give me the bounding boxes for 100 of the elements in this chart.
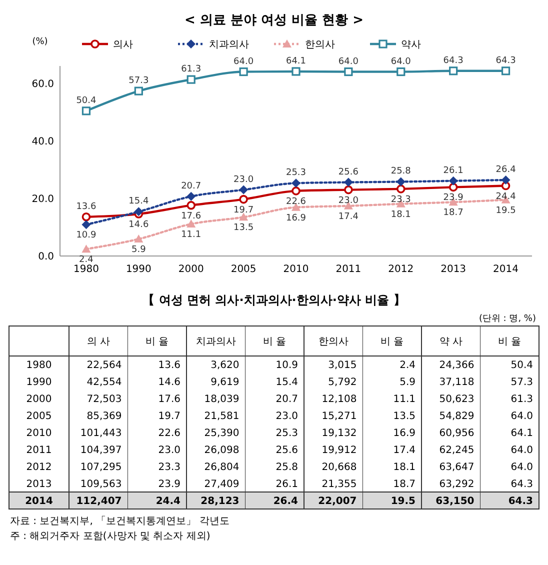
text: 23.9 xyxy=(158,479,180,490)
text: 26.1 xyxy=(276,479,298,490)
x-tick-label: 1980 xyxy=(73,264,99,275)
text: 64.0 xyxy=(510,411,533,422)
category-label: 2000 xyxy=(26,394,52,405)
text: 15,271 xyxy=(322,411,357,422)
text: 25.8 xyxy=(276,462,298,473)
text: 16.9 xyxy=(393,428,416,439)
data-label: 14.6 xyxy=(128,220,149,230)
x-tick-label: 1990 xyxy=(126,264,152,275)
category-label: 1990 xyxy=(26,377,52,388)
y-tick-label: 40.0 xyxy=(32,136,54,148)
text: 62,245 xyxy=(439,445,474,456)
text: 64.0 xyxy=(510,462,533,473)
data-label: 64.0 xyxy=(338,56,359,67)
x-tick-label: 2012 xyxy=(388,264,414,275)
category-label: 2013 xyxy=(26,479,52,490)
y-tick-label: 60.0 xyxy=(32,78,54,90)
text: 63,292 xyxy=(439,479,474,490)
text: 50.4 xyxy=(510,360,533,371)
text: 63,150 xyxy=(436,496,474,507)
legend-label: 의사 xyxy=(113,40,133,50)
text: 25,390 xyxy=(204,428,240,439)
category-label: 2014 xyxy=(25,496,53,507)
category-label: 2010 xyxy=(26,428,52,439)
data-label: 20.7 xyxy=(181,181,202,192)
text: 26,804 xyxy=(204,462,240,473)
data-label: 26.4 xyxy=(496,165,516,175)
data-label: 10.9 xyxy=(76,230,97,241)
text: 28,123 xyxy=(200,496,240,507)
point xyxy=(186,192,196,201)
x-tick-label: 2000 xyxy=(178,264,204,275)
text: 12,108 xyxy=(322,394,357,405)
data-label: 19.5 xyxy=(496,206,516,216)
text: 25.3 xyxy=(276,428,298,439)
y-tick-label: 20.0 xyxy=(32,194,54,205)
text: 63,647 xyxy=(439,462,474,473)
chart-title: < 의료 분야 여성 비율 현황 > xyxy=(184,13,364,28)
point xyxy=(186,220,196,228)
point xyxy=(186,200,196,210)
text: 101,443 xyxy=(80,428,122,439)
text: 37,118 xyxy=(439,377,474,388)
text: 11.1 xyxy=(393,394,416,405)
text: 10.9 xyxy=(276,360,298,371)
data-label: 64.0 xyxy=(234,56,254,67)
category-label: 2012 xyxy=(26,462,52,473)
category-label: 한의사 xyxy=(318,336,348,348)
text: 3,015 xyxy=(328,360,357,371)
data-label: 13.5 xyxy=(234,223,254,234)
text: 19,132 xyxy=(322,428,357,439)
category-label: 비 율 xyxy=(263,336,286,348)
text: 57.3 xyxy=(510,377,533,388)
point xyxy=(82,106,91,116)
data-label: 5.9 xyxy=(132,245,146,256)
text: 20.7 xyxy=(276,394,298,405)
text: 18.1 xyxy=(393,462,416,473)
point xyxy=(501,181,510,190)
text: 26.4 xyxy=(273,496,298,507)
data-label: 61.3 xyxy=(181,64,202,75)
text: 22,007 xyxy=(318,496,357,507)
point xyxy=(134,207,144,216)
text: 26,098 xyxy=(204,445,240,456)
text: 21,355 xyxy=(322,479,357,490)
text: 42,554 xyxy=(86,377,122,388)
text: 25.6 xyxy=(276,445,298,456)
x-tick-label: 2013 xyxy=(440,264,466,275)
data-label: 18.1 xyxy=(390,210,411,220)
text: 64.3 xyxy=(508,496,533,507)
data-label: 23.3 xyxy=(390,194,411,205)
point xyxy=(186,75,196,84)
text: 19.7 xyxy=(158,411,180,422)
text: 자료 : 보건복지부, 「보건복지통계연보」 각년도 xyxy=(10,515,230,527)
text: 64.0 xyxy=(510,445,533,456)
point xyxy=(449,66,458,76)
text: 72,503 xyxy=(86,394,122,405)
category-label: 2005 xyxy=(26,411,52,422)
point xyxy=(134,86,143,96)
data-label: 25.6 xyxy=(338,167,359,178)
text: 17.4 xyxy=(393,445,416,456)
data-label: 24.4 xyxy=(496,192,516,202)
text: 3,620 xyxy=(210,360,240,371)
text: 22.6 xyxy=(158,428,180,439)
point xyxy=(292,67,300,76)
legend-label: 약사 xyxy=(401,40,421,50)
data-label: 23.0 xyxy=(234,174,254,185)
text: 23.0 xyxy=(158,445,180,456)
text: 19.5 xyxy=(390,496,416,507)
category-label: 1980 xyxy=(26,360,52,371)
legend-label: 치과의사 xyxy=(209,40,249,50)
data-label: 13.6 xyxy=(76,202,97,212)
point xyxy=(448,176,458,186)
data-label: 64.0 xyxy=(390,56,412,67)
x-tick-label: 2010 xyxy=(283,264,309,275)
text: 17.6 xyxy=(158,394,180,405)
legend-label: 한의사 xyxy=(305,40,335,50)
point xyxy=(396,67,406,76)
text: 18.7 xyxy=(393,479,416,490)
text: 【 여성 면허 의사·치과의사·한의사·약사 비율 】 xyxy=(142,293,406,307)
data-label: 64.1 xyxy=(286,56,306,66)
data-label: 50.4 xyxy=(76,96,97,106)
